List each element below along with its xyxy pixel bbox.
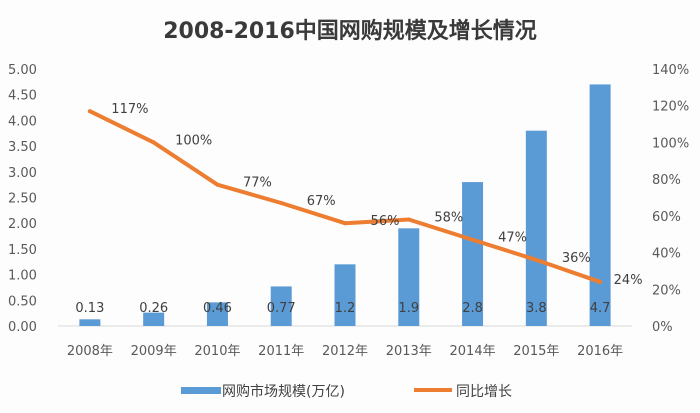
left-tick-label: 1.50 xyxy=(8,243,37,258)
bar-data-label: 2.8 xyxy=(462,301,483,316)
line-data-label: 56% xyxy=(371,214,400,229)
x-tick-label: 2008年 xyxy=(67,344,113,359)
line-series xyxy=(87,109,603,284)
left-tick-label: 1.00 xyxy=(8,269,37,284)
bar xyxy=(206,302,228,326)
bar-data-label: 0.13 xyxy=(75,301,104,316)
left-tick-label: 0.00 xyxy=(8,320,37,335)
line-point xyxy=(343,221,347,226)
line-data-label: 117% xyxy=(111,102,148,117)
right-tick-label: 20% xyxy=(652,283,681,298)
x-tick-label: 2016年 xyxy=(577,344,623,359)
bar-data-label: 1.9 xyxy=(398,301,419,316)
right-tick-label: 120% xyxy=(652,100,689,115)
line-point xyxy=(598,279,603,284)
legend: 网购市场规模(万亿) 同比增长 xyxy=(181,383,512,400)
x-axis: 2008年 2009年 2010年 2011年 2012年 2013年 2014年 2015年… xyxy=(67,344,623,359)
left-tick-label: 3.50 xyxy=(8,140,37,155)
left-axis: 0.00 0.50 1.00 1.50 2.00 2.50 3.00 3.50 4.00 4.50… xyxy=(8,63,37,335)
x-tick-label: 2010年 xyxy=(194,344,240,359)
bar-data-label: 1.2 xyxy=(335,301,356,316)
line-point xyxy=(215,182,220,187)
x-tick-label: 2015年 xyxy=(513,344,559,359)
bar-data-label: 3.8 xyxy=(526,301,547,316)
bar-data-label: 0.77 xyxy=(267,301,296,316)
bar-data-label: 4.7 xyxy=(590,301,611,316)
x-tick-label: 2009年 xyxy=(131,344,177,359)
left-tick-label: 4.00 xyxy=(8,114,37,129)
line-data-label: 67% xyxy=(307,194,336,209)
line-point xyxy=(151,140,156,145)
bar-series xyxy=(79,84,611,326)
left-tick-label: 3.00 xyxy=(8,166,37,181)
bar xyxy=(398,228,420,326)
line-data-label: 100% xyxy=(175,133,212,148)
growth-line xyxy=(87,109,603,284)
line-data-label: 24% xyxy=(614,273,643,288)
right-tick-label: 80% xyxy=(652,173,681,188)
bar-data-labels: 0.13 0.26 0.46 0.77 1.2 1.9 2.8 3.8 4.7 xyxy=(75,301,610,316)
x-tick-label: 2012年 xyxy=(322,344,368,359)
right-tick-label: 100% xyxy=(652,136,689,151)
right-tick-label: 0% xyxy=(652,320,673,335)
bar xyxy=(462,182,484,326)
x-tick-label: 2014年 xyxy=(450,344,496,359)
left-tick-label: 2.50 xyxy=(8,192,37,207)
line-data-label: 47% xyxy=(498,231,527,246)
line-data-labels: 117% 100% 77% 67% 56% 58% 47% 36% 24% xyxy=(111,102,642,288)
right-tick-label: 40% xyxy=(652,247,681,262)
left-tick-label: 4.50 xyxy=(8,89,37,104)
left-tick-label: 0.50 xyxy=(8,294,37,309)
left-tick-label: 2.00 xyxy=(8,217,37,232)
line-point xyxy=(87,109,92,114)
x-tick-label: 2013年 xyxy=(386,344,432,359)
bar xyxy=(589,84,611,326)
line-point xyxy=(470,237,475,242)
legend-swatch-bar xyxy=(181,387,221,394)
bar-data-label: 0.46 xyxy=(203,301,232,316)
bar xyxy=(525,130,547,326)
line-data-label: 77% xyxy=(243,176,272,191)
chart-title: 2008-2016中国网购规模及增长情况 xyxy=(163,18,537,44)
bar xyxy=(270,286,292,326)
x-tick-label: 2011年 xyxy=(258,344,304,359)
legend-label-line: 同比增长 xyxy=(456,384,512,400)
line-point xyxy=(534,257,539,262)
line-data-label: 58% xyxy=(434,211,463,226)
bar xyxy=(143,312,165,326)
right-tick-label: 60% xyxy=(652,210,681,225)
line-data-label: 36% xyxy=(562,251,591,266)
line-point xyxy=(406,217,411,222)
right-axis: 0% 20% 40% 60% 80% 100% 120% 140% xyxy=(652,63,689,335)
right-tick-label: 140% xyxy=(652,63,689,78)
bar xyxy=(334,264,356,326)
left-tick-label: 5.00 xyxy=(8,63,37,78)
bar xyxy=(79,319,101,326)
legend-label-bar: 网购市场规模(万亿) xyxy=(222,383,345,400)
bar-data-label: 0.26 xyxy=(139,301,168,316)
line-point xyxy=(279,201,284,206)
